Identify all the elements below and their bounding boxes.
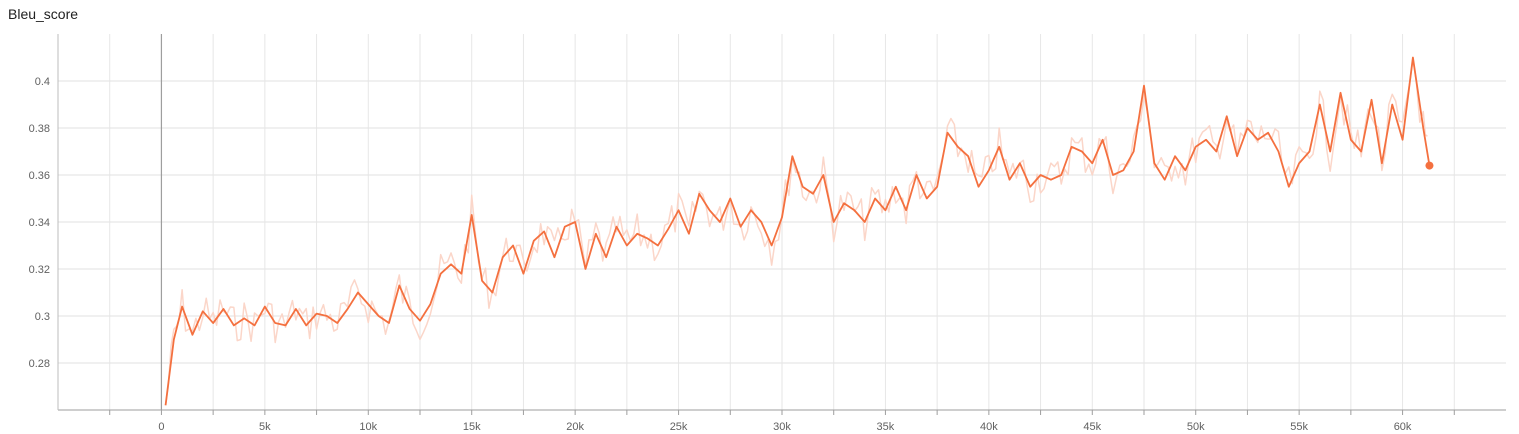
x-tick-label: 40k [980, 421, 998, 433]
x-tick-label: 30k [773, 421, 791, 433]
y-tick-label: 0.34 [29, 217, 50, 229]
y-tick-label: 0.32 [29, 264, 50, 276]
y-tick-label: 0.36 [29, 170, 50, 182]
x-tick-label: 60k [1394, 421, 1412, 433]
chart-title: Bleu_score [8, 6, 79, 22]
x-tick-label: 15k [463, 421, 481, 433]
x-tick-label: 45k [1083, 421, 1101, 433]
x-tick-label: 5k [259, 421, 271, 433]
x-tick-label: 20k [566, 421, 584, 433]
y-tick-label: 0.3 [35, 311, 50, 323]
y-tick-label: 0.4 [35, 76, 50, 88]
x-tick-label: 50k [1187, 421, 1205, 433]
series-end-point [1425, 161, 1434, 170]
x-tick-label: 25k [670, 421, 688, 433]
smoothed-series-line [164, 56, 1431, 406]
x-tick-label: 35k [877, 421, 895, 433]
raw-series-line [164, 58, 1428, 406]
y-tick-label: 0.38 [29, 123, 50, 135]
x-tick-label: 0 [158, 421, 164, 433]
y-tick-label: 0.28 [29, 358, 50, 370]
x-tick-label: 10k [359, 421, 377, 433]
x-tick-label: 55k [1290, 421, 1308, 433]
